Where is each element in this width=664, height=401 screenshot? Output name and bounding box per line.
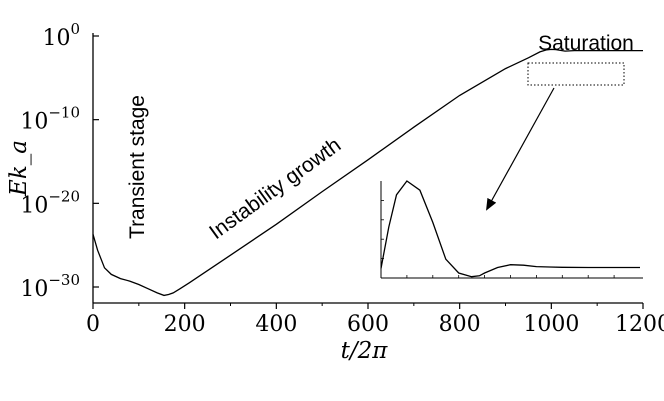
x-tick-label: 800 — [439, 312, 481, 337]
annotation-instability-growth: Instability growth — [205, 133, 345, 244]
x-tick-label: 1200 — [615, 312, 664, 337]
annotation-saturation: Saturation — [538, 32, 634, 55]
y-tick-label: 10−20 — [20, 187, 80, 218]
y-tick-label: 100 — [42, 20, 80, 51]
x-tick-label: 200 — [164, 312, 206, 337]
x-tick-label: 600 — [347, 312, 389, 337]
y-tick-label: 10−30 — [20, 271, 80, 302]
saturation-highlight-box — [527, 62, 625, 86]
zoom-arrow — [486, 87, 555, 211]
y-axis-title: Ek_a — [6, 140, 32, 197]
series-line-eka — [92, 48, 643, 297]
inset-series-line — [380, 180, 640, 278]
x-axis-ticks: 0 200 400 600 800 1000 1200 — [86, 303, 664, 337]
annotation-transient-stage: Transient stage — [126, 95, 149, 239]
x-tick-label: 0 — [86, 312, 100, 337]
x-tick-label: 400 — [255, 312, 297, 337]
inset-ticks — [381, 199, 615, 278]
x-tick-label: 1000 — [523, 312, 579, 337]
inset-zoom-plot — [380, 180, 643, 279]
y-tick-label: 10−10 — [20, 104, 80, 135]
y-axis-ticks: 100 10−10 10−20 10−30 — [20, 20, 99, 302]
x-axis-title: t/2π — [341, 338, 389, 364]
